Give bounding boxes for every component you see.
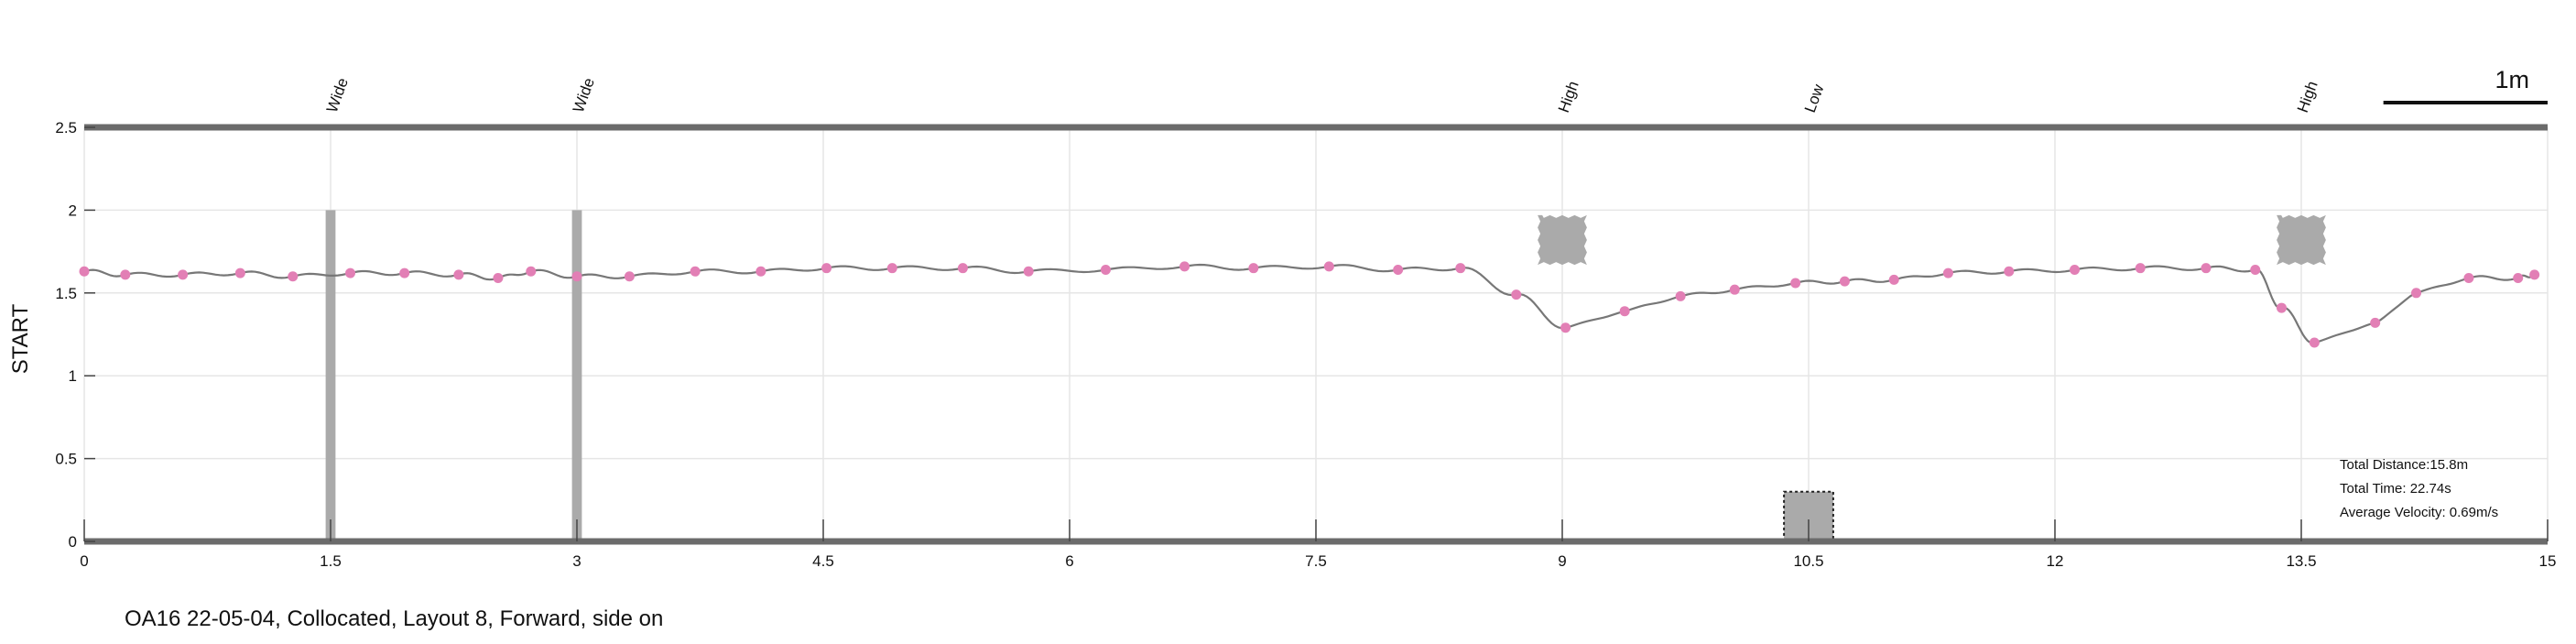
x-tick-label: 10.5 (1793, 552, 1823, 570)
data-point (79, 266, 90, 277)
stats-line: Total Distance:15.8m (2340, 457, 2468, 473)
obstacle-label: High (2294, 79, 2321, 115)
data-point (1729, 284, 1740, 295)
data-point (234, 267, 245, 278)
x-tick-label: 6 (1065, 552, 1073, 570)
x-tick-label: 1.5 (320, 552, 342, 570)
obstacle-block (1538, 214, 1587, 266)
y-axis-label: START (8, 303, 33, 374)
x-tick-label: 3 (572, 552, 581, 570)
data-point (957, 263, 968, 274)
data-point (2201, 263, 2212, 274)
data-point (1675, 290, 1686, 301)
stats-line: Total Time: 22.74s (2340, 481, 2451, 497)
y-tick-label: 1 (69, 367, 77, 385)
obstacles (325, 210, 2326, 543)
series-trace (79, 261, 2540, 348)
y-tick-label: 0.5 (55, 451, 77, 468)
y-tick-label: 0 (69, 533, 77, 551)
data-point (2004, 266, 2015, 277)
y-tick-label: 2 (69, 202, 77, 219)
x-tick-label: 4.5 (812, 552, 834, 570)
obstacle-pole (571, 210, 582, 541)
obstacle-block (2277, 214, 2326, 266)
data-point (1393, 264, 1404, 275)
figure-caption: OA16 22-05-04, Collocated, Layout 8, For… (125, 606, 664, 631)
data-point (886, 263, 897, 274)
obstacle-label: High (1555, 79, 1582, 115)
data-point (1023, 266, 1034, 277)
data-point (1888, 274, 1899, 285)
data-point (2370, 317, 2381, 328)
data-point (2463, 273, 2474, 284)
x-tick-label: 0 (80, 552, 88, 570)
data-point (1790, 278, 1801, 289)
obstacle-label: Wide (570, 75, 598, 115)
data-point (2070, 264, 2081, 275)
data-point (1942, 267, 1953, 278)
stats-line: Average Velocity: 0.69m/s (2340, 505, 2498, 520)
data-point (571, 271, 582, 282)
obstacle-label: Low (1801, 82, 1828, 115)
data-point (345, 267, 356, 278)
data-point (178, 269, 189, 280)
data-point (2309, 337, 2320, 348)
x-tick-label: 9 (1558, 552, 1566, 570)
x-tick-label: 13.5 (2286, 552, 2316, 570)
data-point (690, 266, 701, 277)
data-point (1839, 276, 1850, 287)
data-point (288, 271, 299, 282)
data-point (120, 269, 131, 280)
axis-labels: Wide Wide High Low High (323, 75, 2321, 115)
data-point (526, 266, 537, 277)
data-point (2250, 264, 2261, 275)
data-point (453, 269, 464, 280)
x-tick-label: 15 (2539, 552, 2557, 570)
data-point (1323, 261, 1334, 272)
data-point (624, 271, 635, 282)
data-point (2513, 273, 2524, 284)
data-point (821, 263, 832, 274)
data-point (2276, 302, 2287, 313)
data-point (2135, 263, 2146, 274)
data-point (1619, 306, 1630, 317)
data-point (1100, 264, 1111, 275)
data-point (399, 267, 410, 278)
y-tick-label: 2.5 (55, 119, 77, 136)
scale-bar: 1m (2383, 66, 2548, 104)
scale-bar-label: 1m (2494, 66, 2529, 93)
data-point (1179, 261, 1190, 272)
x-tick-label: 7.5 (1305, 552, 1327, 570)
data-point (493, 273, 504, 284)
y-tick-label: 1.5 (55, 285, 77, 302)
stats-box: Total Distance:15.8m Total Time: 22.74s Av… (2340, 457, 2498, 520)
gridlines (83, 126, 2549, 542)
x-tick-label: 12 (2047, 552, 2064, 570)
obstacle-pole (325, 210, 336, 541)
data-point (1248, 263, 1259, 274)
data-point (1560, 322, 1571, 333)
axis-ticks: 0 1.5 3 4.5 6 7.5 9 10.5 12 13.5 15 0 0.5 1 1.5 2 2.5 (55, 119, 2556, 570)
data-point (1455, 263, 1466, 274)
data-point (755, 266, 766, 277)
data-point (2411, 288, 2422, 299)
data-point (2529, 269, 2540, 280)
obstacle-label: Wide (323, 75, 352, 115)
trajectory-line (83, 263, 2536, 344)
data-point (1511, 289, 1522, 300)
